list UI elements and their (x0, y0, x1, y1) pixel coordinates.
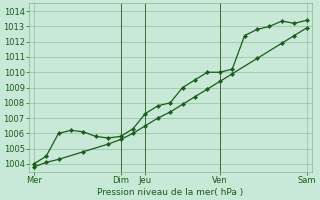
X-axis label: Pression niveau de la mer( hPa ): Pression niveau de la mer( hPa ) (97, 188, 243, 197)
